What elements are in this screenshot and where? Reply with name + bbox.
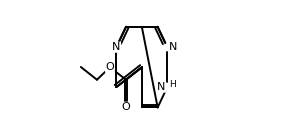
- Text: N: N: [169, 42, 177, 52]
- Text: N: N: [112, 42, 121, 52]
- Text: H: H: [169, 80, 175, 89]
- Text: N: N: [157, 82, 166, 92]
- Text: O: O: [106, 62, 114, 72]
- Text: O: O: [122, 102, 130, 112]
